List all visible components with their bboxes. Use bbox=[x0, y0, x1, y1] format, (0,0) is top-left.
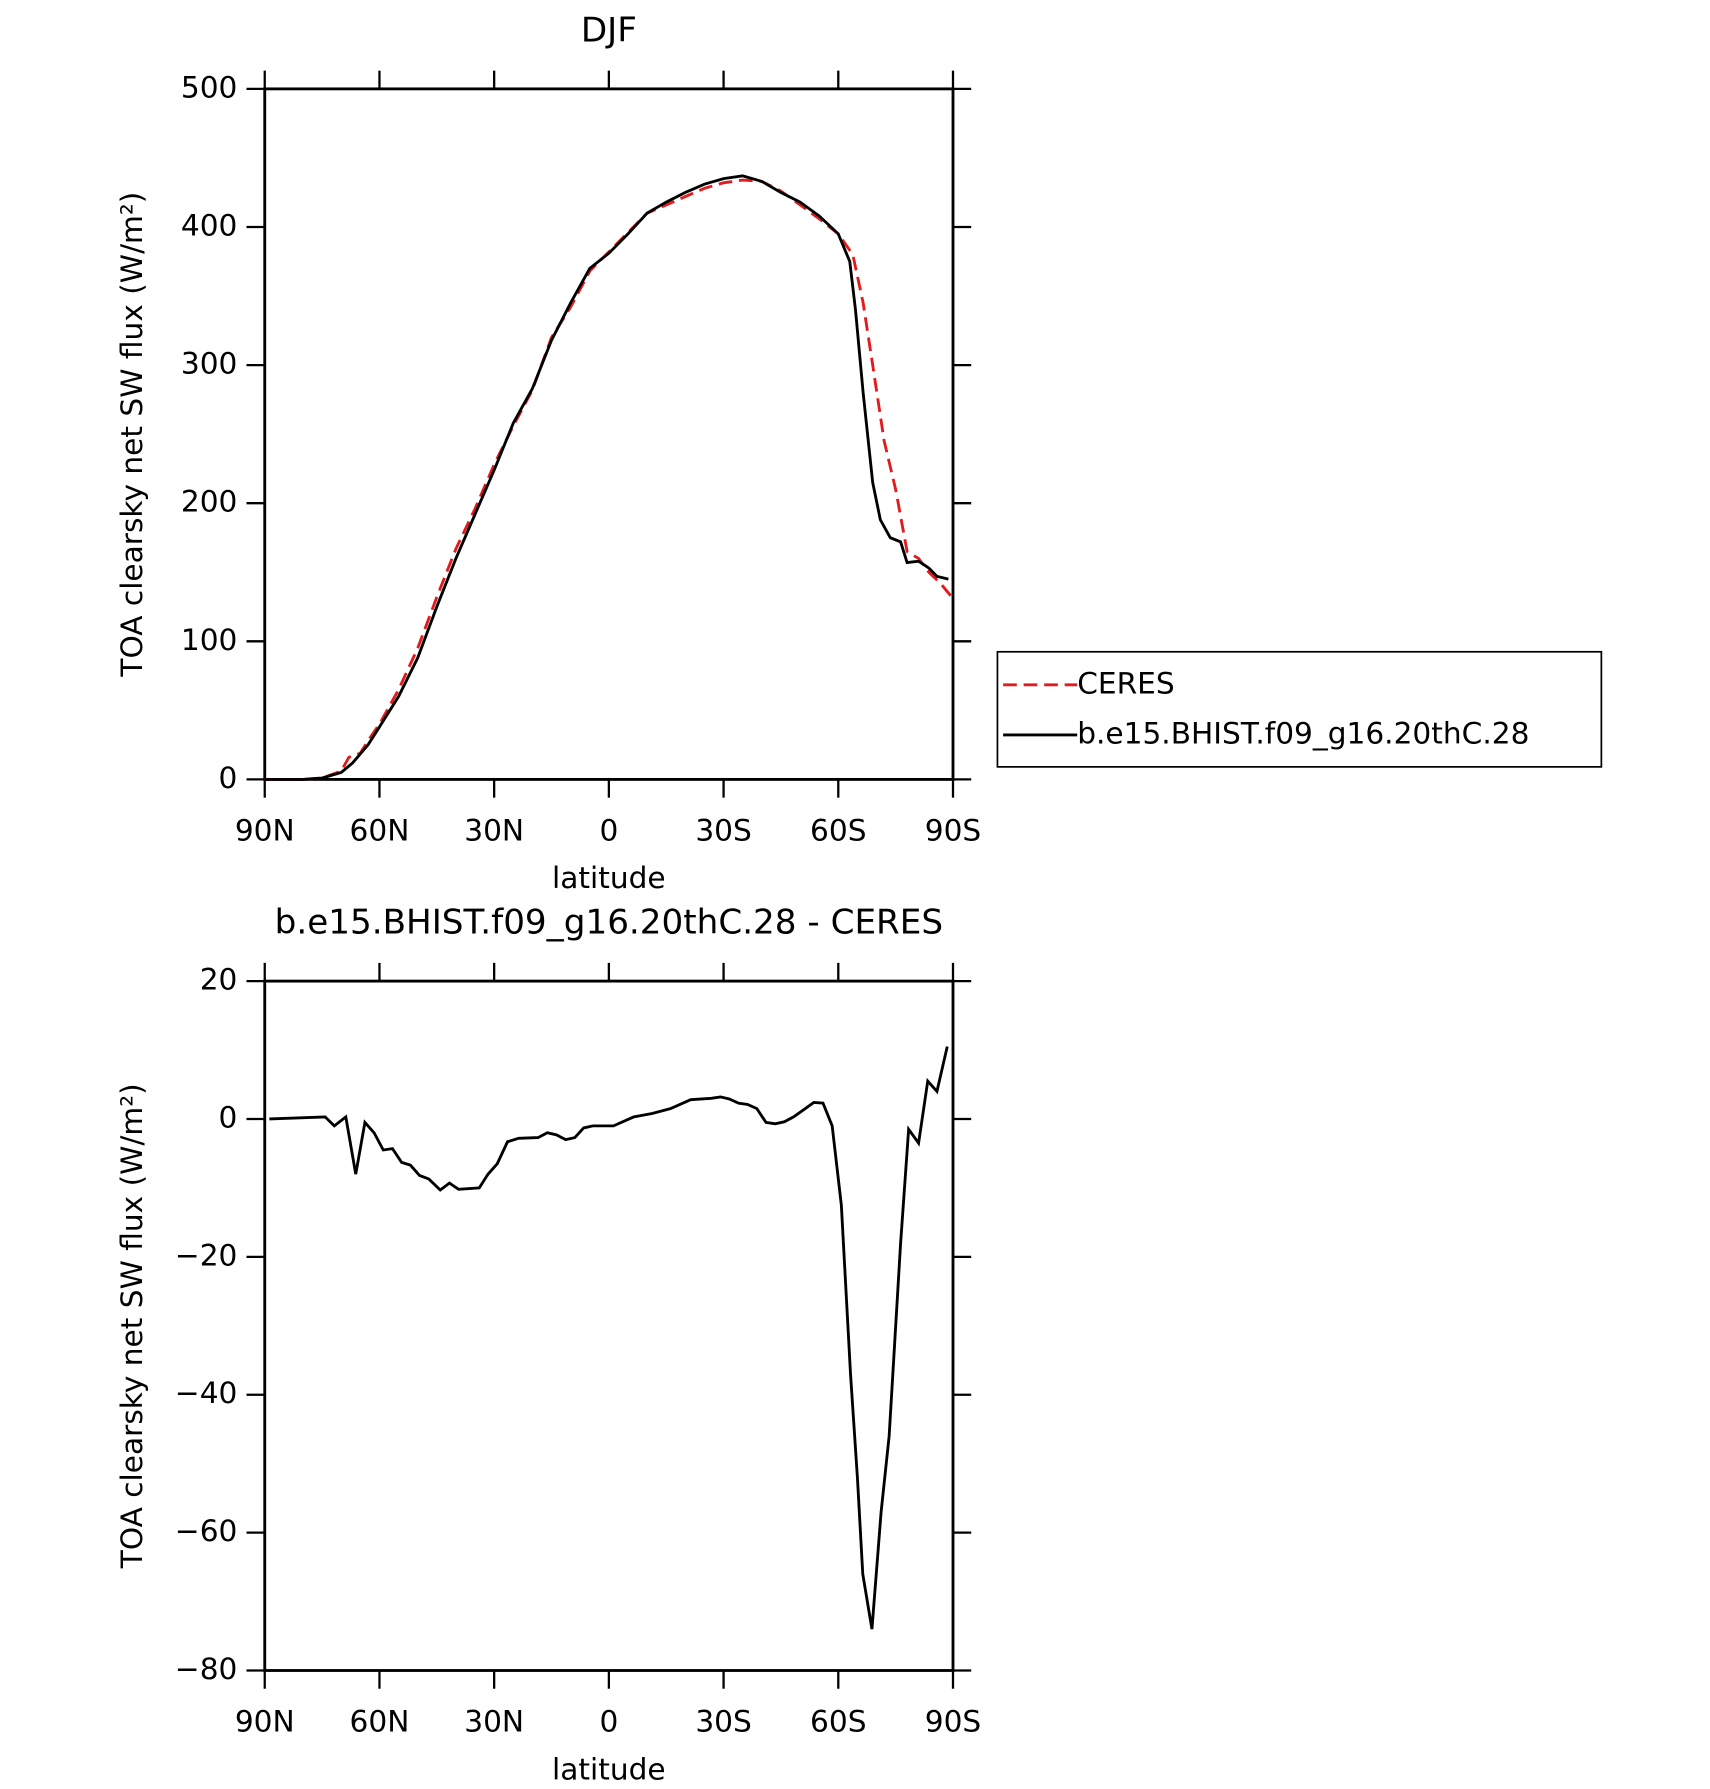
data-line bbox=[264, 174, 949, 781]
x-tick-label: 60S bbox=[810, 813, 866, 847]
chart-title: b.e15.BHIST.f09_g16.20thC.28 - CERES bbox=[275, 903, 943, 943]
data-line bbox=[269, 1046, 949, 1630]
y-tick-label: −60 bbox=[175, 1514, 238, 1548]
x-tick-label: 30N bbox=[464, 1704, 524, 1738]
x-tick-label: 30N bbox=[464, 813, 524, 847]
y-tick-label: −20 bbox=[175, 1238, 238, 1272]
x-tick-label: 90S bbox=[925, 1704, 981, 1738]
legend-label: CERES bbox=[1077, 666, 1174, 700]
y-tick-label: 200 bbox=[181, 485, 238, 519]
x-tick-label: 0 bbox=[599, 813, 618, 847]
plot-frame bbox=[263, 87, 955, 781]
x-tick-label: 90S bbox=[925, 813, 981, 847]
x-tick-label: 90N bbox=[235, 813, 295, 847]
x-tick-label: 30S bbox=[695, 1704, 751, 1738]
legend-box bbox=[996, 650, 1603, 768]
y-axis-label: TOA clearsky net SW flux (W/m²) bbox=[115, 192, 149, 678]
chart-title: DJF bbox=[581, 10, 637, 50]
x-tick-label: 0 bbox=[599, 1704, 618, 1738]
y-tick-label: −80 bbox=[175, 1652, 238, 1686]
x-tick-label: 60S bbox=[810, 1704, 866, 1738]
x-tick-label: 30S bbox=[695, 813, 751, 847]
y-tick-label: 100 bbox=[181, 623, 238, 657]
y-tick-label: −40 bbox=[175, 1376, 238, 1410]
y-tick-label: 0 bbox=[219, 1100, 238, 1134]
data-line bbox=[264, 178, 952, 781]
y-axis-label: TOA clearsky net SW flux (W/m²) bbox=[115, 1083, 149, 1569]
x-tick-label: 60N bbox=[350, 813, 410, 847]
y-tick-label: 0 bbox=[219, 761, 238, 795]
x-axis-label: latitude bbox=[552, 861, 666, 895]
y-tick-label: 500 bbox=[181, 70, 238, 104]
plot-frame bbox=[263, 979, 955, 1672]
x-axis-label: latitude bbox=[552, 1752, 666, 1786]
y-tick-label: 20 bbox=[200, 963, 238, 997]
y-tick-label: 400 bbox=[181, 208, 238, 242]
x-tick-label: 90N bbox=[235, 1704, 295, 1738]
y-tick-label: 300 bbox=[181, 347, 238, 381]
legend-label: b.e15.BHIST.f09_g16.20thC.28 bbox=[1077, 716, 1529, 750]
x-tick-label: 60N bbox=[350, 1704, 410, 1738]
